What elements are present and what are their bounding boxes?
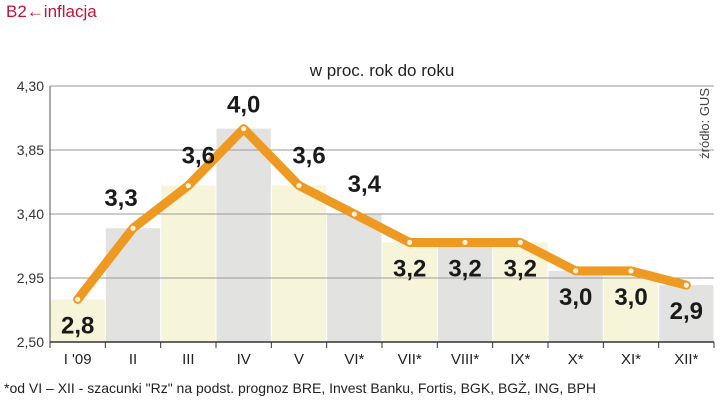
bar-2 — [105, 228, 161, 342]
y-tick-label: 2,50 — [17, 334, 44, 350]
data-label-2: 3,3 — [104, 185, 137, 212]
data-point-2 — [130, 225, 136, 231]
source-note: źródło: GUS — [697, 88, 712, 159]
bar-4 — [216, 128, 271, 342]
x-tick-label: VIII* — [451, 351, 480, 368]
data-point-6 — [351, 211, 357, 217]
x-tick-label: IX* — [510, 351, 530, 368]
data-point-4 — [241, 126, 247, 132]
y-axis: 2,50 2,95 3,40 3,85 4,30 — [17, 78, 44, 350]
header-prefix: B2 — [6, 2, 27, 21]
x-tick-label: II — [129, 351, 137, 368]
series-line — [73, 124, 691, 304]
x-tick-label: IV — [237, 351, 251, 368]
x-tick-label: XI* — [621, 351, 641, 368]
bar-10 — [548, 270, 603, 342]
category-bars — [50, 128, 714, 342]
x-tick-label: XII* — [674, 351, 698, 368]
x-tick-label: X* — [568, 351, 584, 368]
data-label-9: 3,2 — [504, 255, 537, 282]
header-title: inflacja — [43, 2, 97, 21]
data-point-12 — [683, 282, 689, 288]
x-tick-label: III — [182, 351, 195, 368]
data-point-7 — [407, 239, 413, 246]
data-point-5 — [296, 182, 302, 189]
data-point-3 — [185, 182, 191, 189]
y-tick-label: 3,40 — [17, 206, 44, 222]
data-point-8 — [462, 239, 468, 246]
data-label-7: 3,2 — [393, 255, 426, 282]
y-tick-label: 4,30 — [17, 78, 44, 94]
bar-8 — [437, 242, 493, 342]
bar-3 — [161, 185, 216, 342]
x-tick-label: I '09 — [64, 351, 92, 368]
header-arrow-icon: ← — [26, 2, 44, 21]
y-tick-label: 3,85 — [17, 142, 44, 158]
data-point-10 — [573, 268, 579, 274]
data-point-9 — [517, 239, 523, 246]
data-label-5: 3,6 — [292, 143, 325, 170]
data-label-6: 3,4 — [348, 171, 382, 198]
data-label-4: 4,0 — [227, 92, 260, 119]
chart-header: B2←inflacja — [6, 2, 97, 22]
x-tick-label: VI* — [344, 351, 364, 368]
data-labels: 2,8 3,3 3,6 4,0 3,6 3,4 3,2 3,2 3,2 3,0 3,0 2,9 — [61, 92, 703, 340]
inflation-series — [73, 124, 691, 304]
data-label-1: 2,8 — [61, 312, 94, 339]
x-tick-label: VII* — [398, 351, 422, 368]
bar-5 — [271, 185, 327, 342]
data-label-10: 3,0 — [559, 284, 592, 311]
x-axis: I '09 II III IV V VI* VII* VIII* IX* X* XI* XII* — [64, 351, 699, 368]
data-label-8: 3,2 — [448, 255, 481, 282]
data-point-11 — [628, 268, 634, 274]
data-point-1 — [75, 296, 81, 302]
y-tick-label: 2,95 — [17, 270, 44, 286]
bar-11 — [603, 270, 659, 342]
x-tick-label: V — [294, 351, 304, 368]
bar-7 — [382, 242, 437, 342]
data-label-11: 3,0 — [614, 284, 647, 311]
footnote: *od VI – XII - szacunki "Rz" na podst. p… — [4, 380, 596, 396]
bar-12 — [659, 285, 714, 342]
data-label-3: 3,6 — [182, 143, 215, 170]
bar-1 — [50, 299, 105, 342]
bar-9 — [493, 242, 548, 342]
chart-subtitle: w proc. rok do roku — [309, 61, 455, 80]
data-label-12: 2,9 — [670, 298, 703, 325]
plot-frame — [49, 86, 715, 348]
